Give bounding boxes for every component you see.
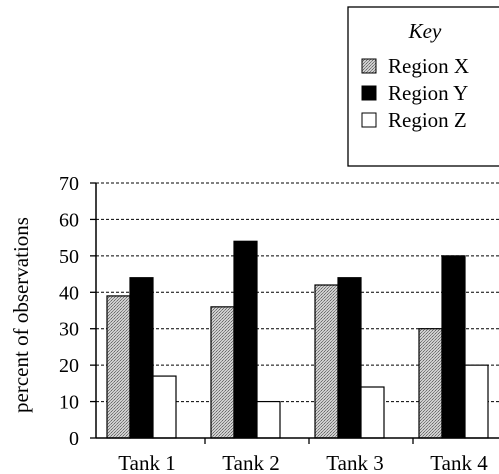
bar-tank-3-region-z bbox=[360, 386, 385, 439]
legend-swatch-region-x bbox=[361, 58, 377, 74]
x-tick-label-tank-1: Tank 1 bbox=[118, 451, 175, 474]
y-tick-label-60: 60 bbox=[59, 209, 79, 231]
y-tick-label-0: 0 bbox=[69, 428, 79, 450]
bar-tank-1-region-y bbox=[129, 277, 154, 439]
y-tick-label-50: 50 bbox=[59, 246, 79, 268]
legend-swatch-region-z bbox=[361, 112, 377, 128]
axes bbox=[90, 182, 499, 444]
legend: Key Region X Region Y Region Z bbox=[347, 6, 499, 167]
bar-tank-2-region-x bbox=[210, 306, 235, 439]
y-tick-label-40: 40 bbox=[59, 282, 79, 304]
bar-tank-2-region-z bbox=[256, 400, 281, 439]
bar-tank-1-region-z bbox=[152, 375, 177, 439]
legend-swatch-region-y bbox=[361, 85, 377, 101]
bar-tank-3-region-y bbox=[337, 277, 362, 439]
y-tick-label-30: 30 bbox=[59, 319, 79, 341]
y-tick-label-20: 20 bbox=[59, 355, 79, 377]
legend-title: Key bbox=[408, 19, 442, 43]
bar-tank-1-region-x bbox=[106, 295, 131, 439]
bar-tank-4-region-z bbox=[464, 364, 489, 439]
bar-tank-4-region-x bbox=[418, 328, 443, 439]
y-tick-label-10: 10 bbox=[59, 392, 79, 414]
bar-tank-2-region-y bbox=[233, 240, 258, 439]
x-tick-labels: Tank 1 Tank 2 Tank 3 Tank 4 bbox=[118, 451, 488, 474]
legend-label-region-x: Region X bbox=[388, 54, 469, 78]
legend-label-region-y: Region Y bbox=[388, 81, 468, 105]
y-tick-label-70: 70 bbox=[59, 173, 79, 195]
x-tick-label-tank-2: Tank 2 bbox=[222, 451, 279, 474]
gridlines bbox=[96, 182, 499, 403]
x-tick-label-tank-3: Tank 3 bbox=[326, 451, 383, 474]
y-axis-label: percent of observations bbox=[9, 217, 33, 413]
bar-tank-4-region-y bbox=[441, 255, 466, 439]
x-tick-label-tank-4: Tank 4 bbox=[430, 451, 488, 474]
bar-tank-3-region-x bbox=[314, 284, 339, 439]
legend-label-region-z: Region Z bbox=[388, 108, 467, 132]
bars bbox=[106, 240, 489, 439]
y-tick-labels: 0 10 20 30 40 50 60 70 bbox=[59, 173, 79, 450]
